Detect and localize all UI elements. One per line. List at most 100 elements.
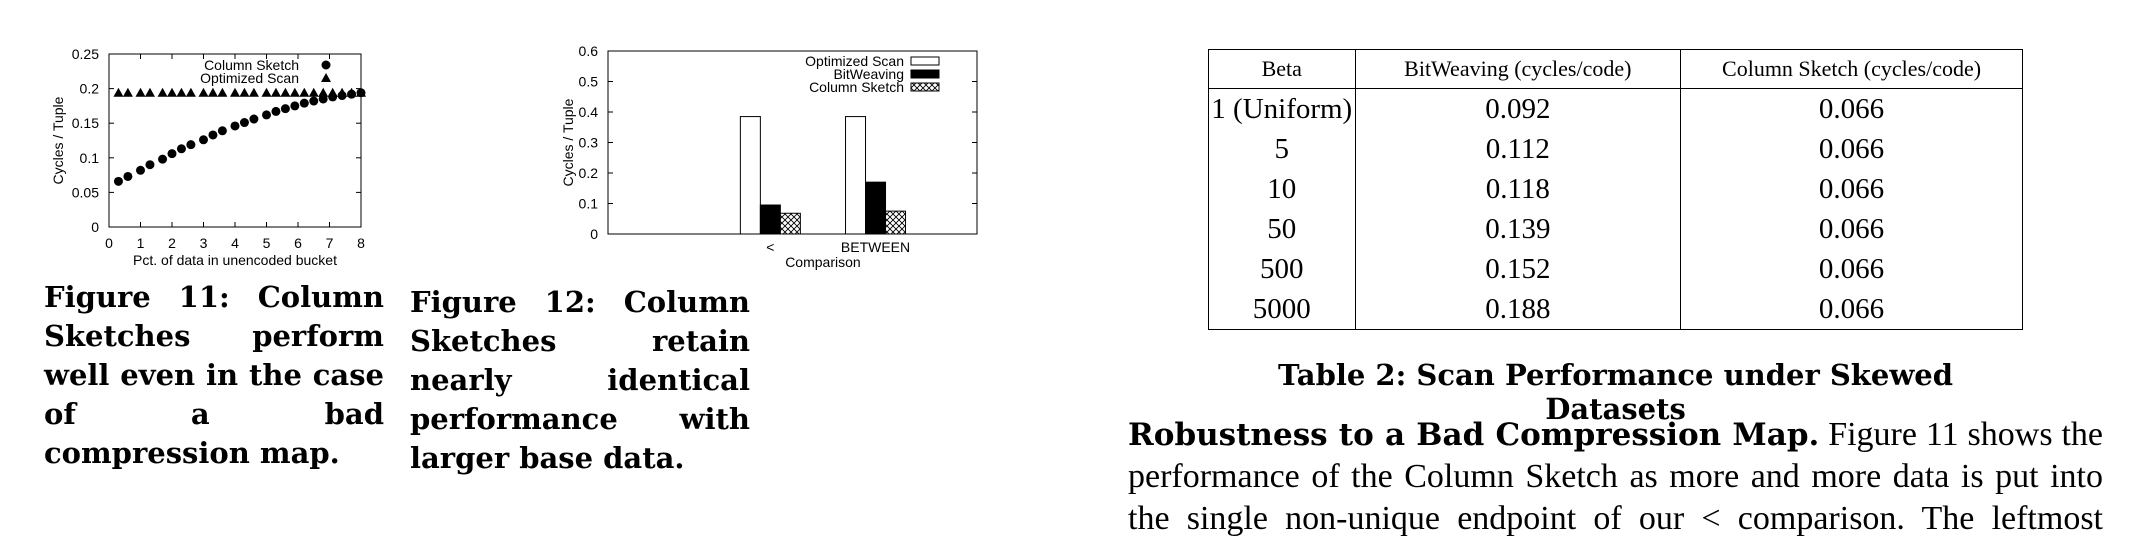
cell-bitweaving: 0.139 [1354,209,1682,249]
y-axis-label: Cycles / Tuple [560,98,576,186]
cell-beta: 1 (Uniform) [1208,88,1356,129]
x-tick-label: 4 [231,235,239,251]
column-sketch-point [337,91,347,101]
optimized-scan-point [308,87,319,97]
header-beta: Beta [1208,49,1356,89]
y-tick-label: 0.6 [579,43,599,59]
x-tick-label: 8 [357,235,365,251]
table-row: 5 0.112 0.066 [1208,129,2023,169]
column-sketch-point [347,89,357,99]
y-tick-label: 0.1 [579,196,599,212]
optimized-scan-point [289,87,300,97]
optimized-scan-point [157,87,168,97]
x-tick-label: 0 [105,235,113,251]
optimized-scan-point [144,87,155,97]
column-sketch-point [167,149,177,159]
y-tick-label: 0 [91,219,99,235]
column-sketch-point [290,101,300,111]
optimized-scan-bar [845,116,867,235]
optimized-scan-point [230,87,240,97]
column-sketch-point [239,118,249,128]
y-tick-label: 0.4 [579,104,599,120]
body-paragraph: Robustness to a Bad Compression Map. Fig… [1128,414,2103,540]
cell-bitweaving: 0.118 [1354,169,1682,209]
optimized-scan-point [207,87,218,97]
y-tick-label: 0.3 [579,135,599,151]
table-2: Beta BitWeaving (cycles/code) Column Sketc… [1208,49,2023,330]
table-row: 5000 0.188 0.066 [1208,289,2023,330]
column-sketch-point [230,121,240,131]
paragraph-text: Figure 11 shows the performance of the C… [1128,416,2103,537]
column-sketch-point [136,165,145,175]
x-tick-label: 7 [326,235,334,251]
x-tick-label: 5 [263,235,271,251]
column-sketch-point [309,96,319,106]
legend-swatch-column-sketch [910,82,940,92]
cell-column-sketch: 0.066 [1680,129,2023,169]
figure-11-scatter-chart: 0 0.05 0.1 0.15 0.2 0.25 0 1 2 3 4 5 6 7 8 Pct. of data… [50,46,366,268]
optimized-scan-point [122,87,133,97]
paragraph-heading: Robustness to a Bad Compression Map. [1128,417,1820,453]
y-axis-label: Cycles / Tuple [50,96,66,184]
column-sketch-point [318,94,328,104]
figure-12-caption: Figure 12: Column Sketches retain nearly… [410,285,750,475]
optimized-scan-point [318,87,329,97]
x-tick-label: BETWEEN [841,239,910,255]
column-sketch-point [186,140,196,150]
cell-column-sketch: 0.066 [1680,249,2023,289]
optimized-scan-point [135,87,146,97]
optimized-scan-point [113,87,124,97]
y-tick-label: 0.2 [80,81,100,97]
legend-label-column-sketch: Column Sketch [809,79,904,95]
x-tick-label: 6 [294,235,302,251]
optimized-scan-point [248,87,259,97]
y-tick-label: 0 [590,226,598,242]
optimized-scan-point [198,87,209,97]
cell-column-sketch: 0.066 [1680,289,2023,330]
column-sketch-point [328,92,338,102]
cell-beta: 10 [1208,169,1356,209]
column-sketch-point [208,130,218,140]
optimized-scan-point [185,87,196,97]
cell-beta: 500 [1208,249,1356,289]
bitweaving-bar [759,204,781,235]
bitweaving-bar [865,181,887,235]
optimized-scan-point [239,87,250,97]
cell-column-sketch: 0.066 [1680,209,2023,249]
column-sketch-point [176,144,186,154]
optimized-scan-point [280,87,291,97]
legend-swatch-optimized-scan [910,56,940,66]
cell-beta: 5000 [1208,289,1356,330]
column-sketch-point [199,135,208,145]
legend-marker-column-sketch [321,60,331,70]
column-sketch-point [262,110,271,120]
x-tick-label: < [766,239,774,255]
x-tick-label: 3 [200,235,208,251]
optimized-scan-point [167,87,177,97]
column-sketch-point [217,126,227,136]
legend-label-bitweaving: BitWeaving [833,66,904,82]
legend-marker-optimized-scan [321,73,331,82]
cell-beta: 50 [1208,209,1356,249]
cell-bitweaving: 0.112 [1354,129,1682,169]
optimized-scan-point [270,87,281,97]
cell-bitweaving: 0.152 [1354,249,1682,289]
legend-label-column-sketch: Column Sketch [204,57,299,73]
column-sketch-point [158,154,168,164]
x-tick-label: 2 [168,235,176,251]
header-bitweaving: BitWeaving (cycles/code) [1354,49,1682,89]
x-tick-label: 1 [137,235,145,251]
column-sketch-point [145,160,155,170]
legend-label-optimized-scan: Optimized Scan [200,70,299,86]
optimized-scan-point [217,87,228,97]
x-axis-label: Pct. of data in unencoded bucket [133,252,337,268]
column-sketch-point [299,98,309,108]
column-sketch-point [113,176,123,186]
x-axis-label: Comparison [785,254,860,270]
y-tick-label: 0.05 [72,184,99,200]
cell-column-sketch: 0.066 [1680,88,2023,129]
header-column-sketch: Column Sketch (cycles/code) [1680,49,2023,89]
optimized-scan-point [299,87,310,97]
figure-11-caption: Figure 11: Column Sketches perform well … [44,280,384,470]
y-tick-label: 0.25 [72,46,99,62]
